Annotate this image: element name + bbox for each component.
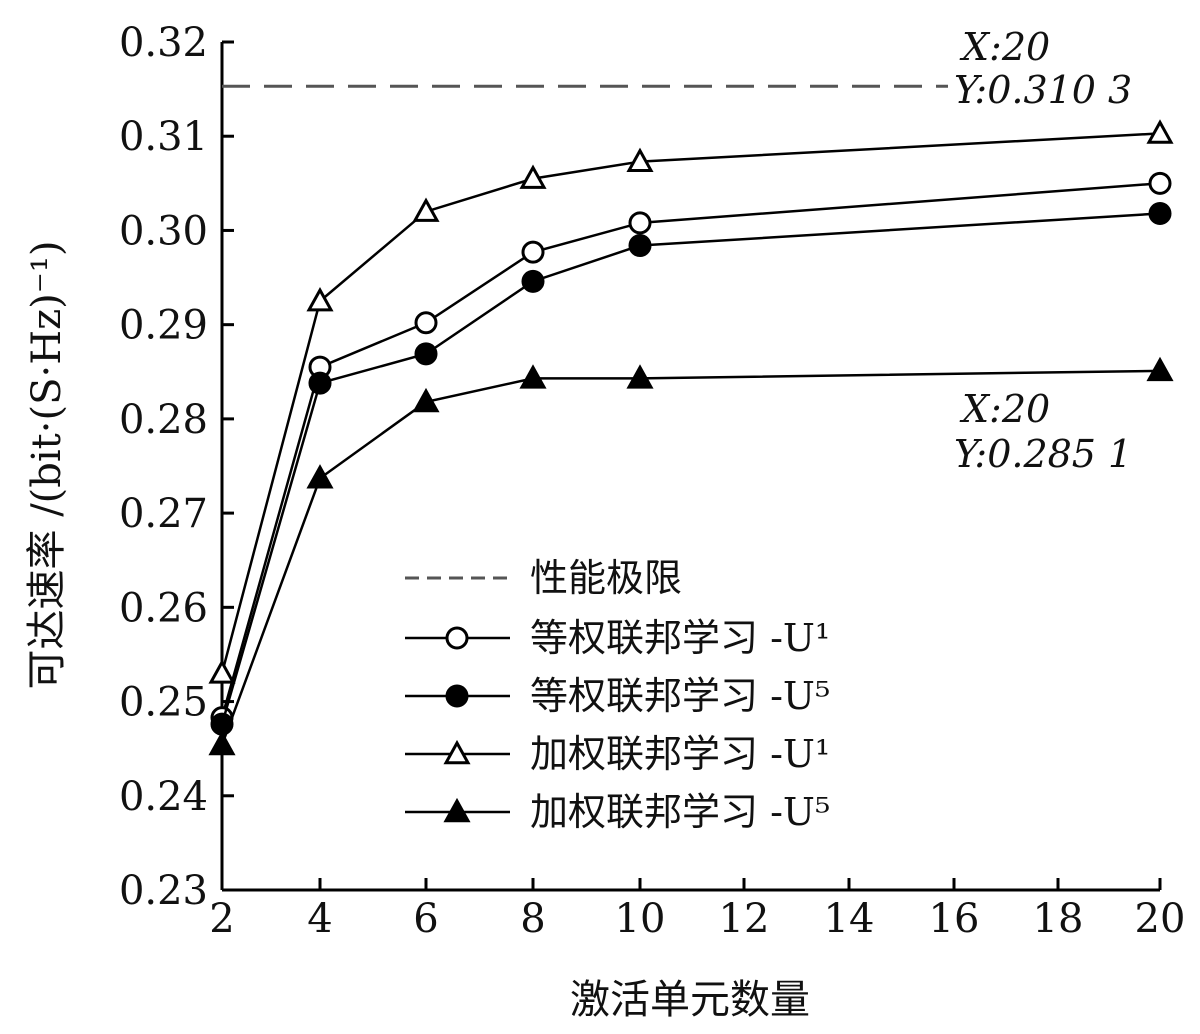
plot-series — [208, 119, 1174, 756]
data-point — [308, 371, 332, 395]
data-point — [1146, 119, 1174, 144]
legend-item: 等权联邦学习 -U¹ — [405, 616, 830, 660]
legend-label: 性能极限 — [530, 556, 682, 600]
y-tick-label: 0.32 — [119, 20, 208, 66]
legend-label: 加权联邦学习 -U¹ — [530, 732, 830, 776]
legend-label: 等权联邦学习 -U⁵ — [530, 674, 830, 718]
data-point — [412, 387, 440, 413]
series-4 — [208, 356, 1174, 756]
legend-label: 加权联邦学习 -U⁵ — [530, 790, 830, 834]
x-axis-title: 激活单元数量 — [570, 977, 810, 1023]
axes: 0.23 0.24 0.25 0.26 0.27 0.28 0.29 0.30 0.31 0.32… — [119, 20, 1186, 942]
data-point — [626, 364, 654, 389]
x-tick-label: 8 — [520, 896, 545, 942]
legend-item: 等权联邦学习 -U⁵ — [405, 674, 830, 718]
axis-titles: 激活单元数量 可达速率 /(bit·(S·Hz)⁻¹) — [24, 240, 810, 1023]
y-tick-label: 0.23 — [119, 868, 208, 914]
annotations: X:20 Y:0.310 3 X:20 Y:0.285 1 — [954, 25, 1132, 476]
data-point — [306, 464, 334, 489]
data-point — [521, 269, 545, 293]
y-tick-label: 0.25 — [119, 680, 208, 726]
annotation-top-x: X:20 — [959, 25, 1050, 69]
series-line — [220, 369, 1161, 746]
series-3 — [208, 119, 1174, 684]
data-point — [208, 730, 236, 756]
data-point — [519, 164, 547, 189]
legend-item: 加权联邦学习 -U¹ — [405, 732, 830, 776]
legend-marker — [443, 739, 471, 765]
annotation-bottom-y: Y:0.285 1 — [954, 432, 1132, 476]
series-line — [220, 182, 1161, 718]
x-tick-label: 2 — [209, 896, 234, 942]
y-tick-label: 0.27 — [119, 491, 208, 537]
data-point — [519, 364, 547, 389]
data-point — [306, 287, 334, 312]
series-line — [220, 132, 1161, 674]
y-tick-label: 0.30 — [119, 208, 208, 254]
data-point — [208, 659, 236, 684]
y-tick-label: 0.24 — [119, 774, 208, 820]
data-point — [412, 197, 440, 222]
series-2 — [210, 201, 1172, 736]
annotation-bottom-x: X:20 — [959, 387, 1050, 431]
legend-label: 等权联邦学习 -U¹ — [530, 616, 830, 660]
y-tick-label: 0.29 — [119, 303, 208, 349]
data-point — [521, 240, 545, 264]
x-tick-label: 20 — [1135, 896, 1186, 942]
x-tick-label: 4 — [307, 896, 332, 942]
legend-marker — [443, 797, 471, 823]
data-point — [1148, 171, 1172, 195]
legend-marker — [445, 626, 469, 650]
x-tick-label: 14 — [824, 896, 875, 942]
x-tick-label: 6 — [413, 896, 438, 942]
x-tick-label: 10 — [615, 896, 666, 942]
annotation-top-y: Y:0.310 3 — [954, 68, 1132, 112]
legend-marker — [445, 684, 469, 708]
data-point — [628, 234, 652, 258]
y-tick-label: 0.26 — [119, 585, 208, 631]
data-point — [1146, 356, 1174, 382]
y-tick-label: 0.28 — [119, 397, 208, 443]
data-point — [626, 147, 654, 172]
y-tick-label: 0.31 — [119, 114, 208, 160]
legend-item: 加权联邦学习 -U⁵ — [405, 790, 830, 834]
x-tick-label: 16 — [929, 896, 980, 942]
x-tick-label: 18 — [1033, 896, 1084, 942]
x-tick-label: 12 — [719, 896, 770, 942]
data-point — [628, 211, 652, 235]
data-point — [414, 311, 438, 335]
y-axis-title: 可达速率 /(bit·(S·Hz)⁻¹) — [24, 240, 70, 689]
series-line — [220, 212, 1161, 725]
legend-item: 性能极限 — [405, 556, 682, 600]
data-point — [414, 342, 438, 366]
data-point — [1148, 201, 1172, 225]
